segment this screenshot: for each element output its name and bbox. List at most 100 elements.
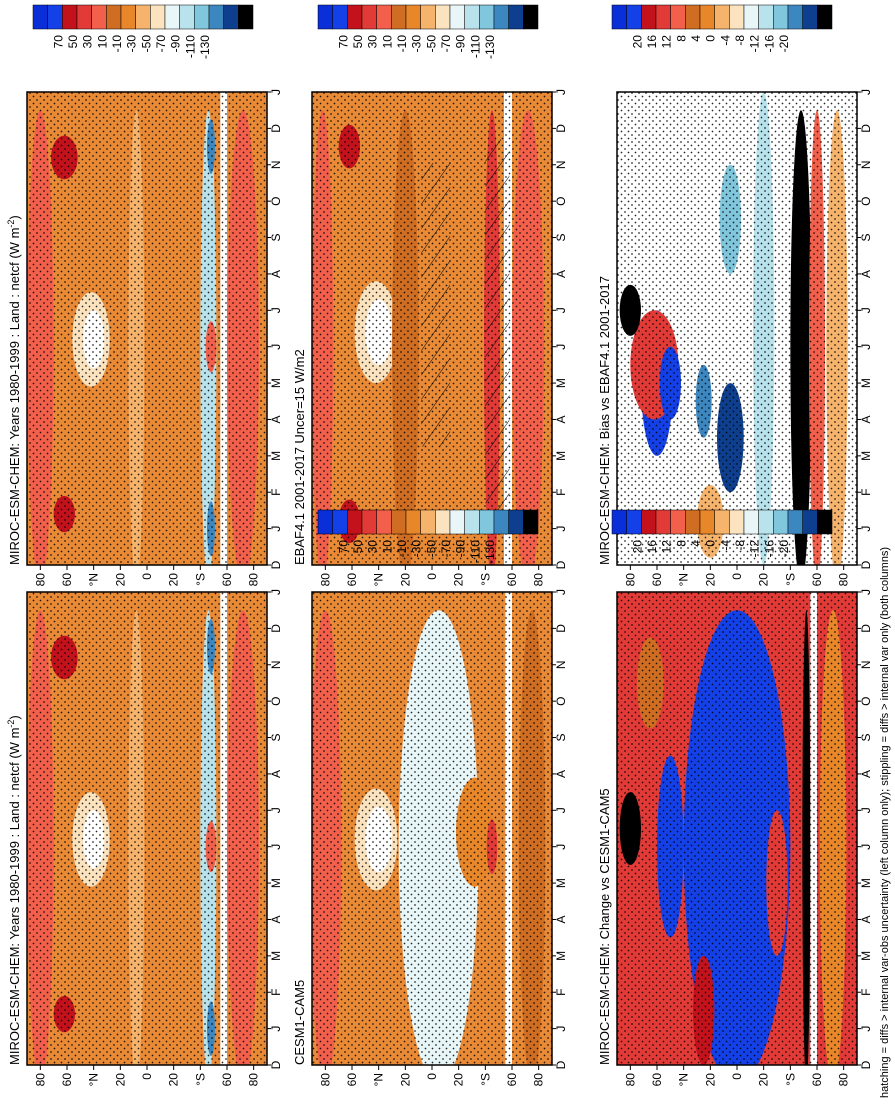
colorbar-label: -4 bbox=[718, 35, 732, 46]
colorbar-swatch bbox=[685, 4, 701, 30]
colorbar-swatch bbox=[743, 4, 759, 30]
stippling-overlay bbox=[617, 92, 857, 565]
colorbar-swatch bbox=[479, 4, 495, 30]
colorbar-label: 12 bbox=[660, 35, 674, 49]
month-tick-label: F bbox=[269, 489, 283, 496]
panel-p1: 80 60 °N 20 0 20 °S 60 80 D J F M A M J J A S O N D J MIROC-ESM… bbox=[6, 509, 283, 1087]
heatmap-field bbox=[27, 92, 267, 565]
lat-tick-label: 20 bbox=[167, 1073, 181, 1087]
lat-tick-label: 20 bbox=[398, 1073, 412, 1087]
lat-tick-label: 0 bbox=[140, 573, 154, 580]
lat-tick-label: 20 bbox=[113, 573, 127, 587]
heatmap-field bbox=[312, 592, 552, 1065]
month-tick-label: N bbox=[859, 660, 873, 669]
lat-tick-label: 80 bbox=[532, 573, 546, 587]
colorbar-swatch bbox=[523, 509, 539, 535]
panel-title: MIROC-ESM-CHEM: Years 1980-1999 : Land :… bbox=[6, 715, 22, 1065]
month-tick-label: J bbox=[554, 307, 568, 313]
lat-tick-label: 80 bbox=[247, 573, 261, 587]
colorbar-label: 0 bbox=[704, 540, 718, 547]
colorbar-swatch bbox=[361, 4, 377, 30]
colorbar-label: 4 bbox=[689, 540, 703, 547]
colorbar-swatch bbox=[508, 4, 524, 30]
month-tick-label: M bbox=[859, 378, 873, 388]
colorbar-label: -12 bbox=[748, 540, 762, 558]
month-tick-label: D bbox=[269, 624, 283, 633]
lat-tick-label: 0 bbox=[425, 573, 439, 580]
month-tick-label: M bbox=[859, 951, 873, 961]
stippling-overlay bbox=[27, 92, 267, 565]
month-tick-label: F bbox=[554, 989, 568, 996]
title-superscript: -2 bbox=[6, 720, 16, 728]
month-tick-label: A bbox=[554, 915, 568, 923]
lat-tick-label: 80 bbox=[623, 573, 637, 587]
lat-tick-label: 80 bbox=[837, 573, 851, 587]
month-tick-label: J bbox=[269, 844, 283, 850]
month-tick-label: M bbox=[859, 878, 873, 888]
colorbar-label: -130 bbox=[483, 540, 497, 564]
month-tick-label: D bbox=[269, 560, 283, 569]
colorbar-label: -16 bbox=[762, 540, 776, 558]
colorbar-swatch bbox=[317, 509, 333, 535]
month-tick-label: A bbox=[859, 270, 873, 278]
panel-title: CESM1-CAM5 bbox=[292, 980, 307, 1065]
month-tick-label: J bbox=[859, 589, 873, 595]
colorbar-swatch bbox=[106, 4, 122, 30]
month-tick-label: A bbox=[859, 915, 873, 923]
month-tick-label: M bbox=[859, 451, 873, 461]
month-tick-label: J bbox=[554, 89, 568, 95]
colorbar-label: -16 bbox=[762, 35, 776, 53]
colorbar-swatch bbox=[464, 4, 480, 30]
figure-footer: hatching = diffs > internal var-obs unce… bbox=[879, 547, 891, 1098]
panel-title: MIROC-ESM-CHEM: Bias vs EBAF4.1 2001-201… bbox=[597, 276, 612, 565]
month-tick-label: D bbox=[554, 1060, 568, 1069]
colorbar-swatch bbox=[391, 4, 407, 30]
lat-tick-label: 80 bbox=[532, 1073, 546, 1087]
colorbar-label: 20 bbox=[630, 540, 644, 554]
colorbar-swatch bbox=[611, 509, 627, 535]
month-tick-label: J bbox=[554, 844, 568, 850]
month-tick-label: A bbox=[554, 270, 568, 278]
lat-tick-label: 60 bbox=[505, 573, 519, 587]
panel-title: MIROC-ESM-CHEM: Change vs CESM1-CAM5 bbox=[597, 788, 612, 1065]
lat-tick-label: 60 bbox=[220, 573, 234, 587]
colorbar-label: -90 bbox=[454, 35, 468, 53]
colorbar-label: 30 bbox=[366, 540, 380, 554]
lat-tick-label: 60 bbox=[220, 1073, 234, 1087]
colorbar-swatch bbox=[626, 509, 642, 535]
colorbar-swatch bbox=[699, 509, 715, 535]
colorbar-swatch bbox=[91, 4, 107, 30]
colorbar-label: -130 bbox=[483, 35, 497, 59]
heatmap-field bbox=[27, 592, 267, 1065]
month-tick-label: A bbox=[269, 770, 283, 778]
colorbar-label: -10 bbox=[395, 540, 409, 558]
lat-tick-label: 60 bbox=[810, 573, 824, 587]
colorbar-label: -8 bbox=[733, 35, 747, 46]
colorbar-swatch bbox=[208, 4, 224, 30]
lat-tick-label: °S bbox=[478, 573, 492, 586]
lat-tick-label: 20 bbox=[167, 573, 181, 587]
colorbar-swatch bbox=[670, 4, 686, 30]
month-tick-label: A bbox=[859, 415, 873, 423]
lat-tick-label: °N bbox=[87, 573, 101, 586]
month-tick-label: M bbox=[269, 951, 283, 961]
colorbar-swatch bbox=[464, 509, 480, 535]
lat-tick-label: 80 bbox=[33, 1073, 47, 1087]
month-tick-label: M bbox=[269, 378, 283, 388]
month-tick-label: A bbox=[269, 415, 283, 423]
colorbar-swatch bbox=[729, 509, 745, 535]
lat-tick-label: 0 bbox=[730, 1073, 744, 1080]
month-tick-label: S bbox=[269, 734, 283, 742]
month-tick-label: S bbox=[554, 234, 568, 242]
lat-tick-label: 0 bbox=[425, 1073, 439, 1080]
colorbar-label: 10 bbox=[380, 35, 394, 49]
colorbar-label: 50 bbox=[66, 35, 80, 49]
colorbar-label: -110 bbox=[468, 540, 482, 563]
lat-tick-label: 80 bbox=[623, 1073, 637, 1087]
month-tick-label: J bbox=[554, 807, 568, 813]
panel-p5: 80 60 °N 20 0 20 °S 60 80DJFMAMJJASONDJMIROC-ESM… bbox=[597, 4, 873, 587]
colorbar-swatch bbox=[493, 509, 509, 535]
